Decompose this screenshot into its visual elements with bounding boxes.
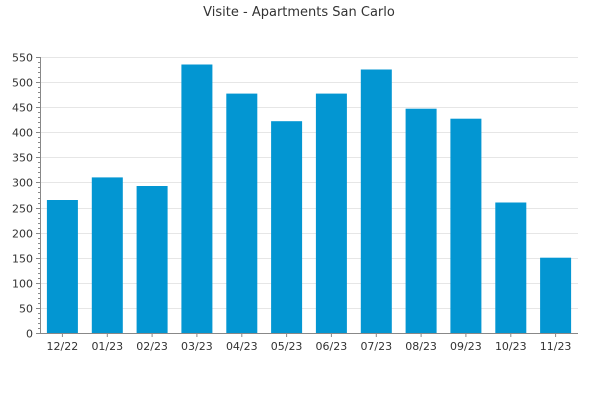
x-tick-label: 03/23 (181, 340, 213, 353)
y-tick-label: 500 (12, 77, 33, 90)
bar-08-23 (405, 108, 437, 333)
y-tick-label: 450 (12, 102, 33, 115)
bar-09-23 (450, 118, 482, 333)
y-tick-label: 400 (12, 127, 33, 140)
x-tick-label: 05/23 (271, 340, 303, 353)
x-tick-label: 07/23 (360, 340, 392, 353)
y-tick-label: 550 (12, 52, 33, 65)
x-tick-label: 11/23 (540, 340, 572, 353)
x-tick-label: 04/23 (226, 340, 258, 353)
y-tick-labels: 0 50 100 150 200 250 300 350 400 450 500 550 (12, 52, 33, 341)
bar-07-23 (360, 69, 392, 333)
y-tick-label: 350 (12, 152, 33, 165)
bar-04-23 (226, 93, 258, 333)
x-tick-label: 12/22 (47, 340, 79, 353)
y-tick-label: 200 (12, 228, 33, 241)
x-tick-label: 06/23 (316, 340, 348, 353)
x-tick-label: 08/23 (405, 340, 437, 353)
bar-05-23 (271, 121, 303, 333)
bars (46, 64, 572, 333)
bar-06-23 (315, 93, 347, 333)
axes (36, 57, 578, 337)
grid-lines (40, 57, 578, 309)
y-tick-label: 100 (12, 278, 33, 291)
y-tick-label: 0 (26, 328, 33, 341)
y-tick-label: 300 (12, 177, 33, 190)
x-tick-label: 09/23 (450, 340, 482, 353)
bar-11-23 (540, 257, 572, 333)
chart-title: Visite - Apartments San Carlo (203, 5, 395, 20)
x-tick-label: 01/23 (91, 340, 123, 353)
bar-12-22 (46, 200, 78, 333)
y-tick-label: 50 (19, 303, 33, 316)
bar-03-23 (181, 64, 213, 333)
x-tick-labels: 12/22 01/23 02/23 03/23 04/23 05/23 06/23 07/23… (47, 340, 572, 353)
y-tick-label: 150 (12, 253, 33, 266)
y-tick-label: 250 (12, 203, 33, 216)
x-tick-label: 02/23 (136, 340, 168, 353)
x-tick-label: 10/23 (495, 340, 527, 353)
bar-02-23 (136, 186, 168, 333)
bar-10-23 (495, 202, 527, 333)
bar-01-23 (91, 177, 123, 333)
